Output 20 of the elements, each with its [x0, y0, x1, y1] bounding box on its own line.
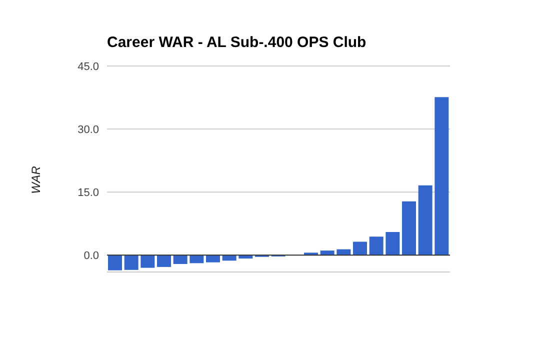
bar [434, 97, 449, 256]
bar [140, 255, 155, 268]
bar [353, 242, 367, 256]
bar [402, 201, 416, 256]
bar [108, 255, 122, 270]
bar [173, 255, 188, 264]
y-tick-label: 15.0 [78, 187, 99, 200]
y-tick-label: 0.0 [84, 250, 99, 262]
y-axis-title: WAR [28, 166, 43, 194]
bar [157, 255, 171, 267]
y-tick-label: 45.0 [78, 60, 99, 73]
bar [124, 255, 138, 270]
bar [418, 185, 432, 256]
bar [222, 255, 236, 261]
chart-title: Career WAR - AL Sub-.400 OPS Club [107, 34, 366, 51]
y-tick-label: 30.0 [78, 124, 99, 136]
bar [369, 236, 384, 256]
bar [206, 255, 220, 262]
bar [190, 255, 204, 264]
bar [386, 232, 400, 256]
